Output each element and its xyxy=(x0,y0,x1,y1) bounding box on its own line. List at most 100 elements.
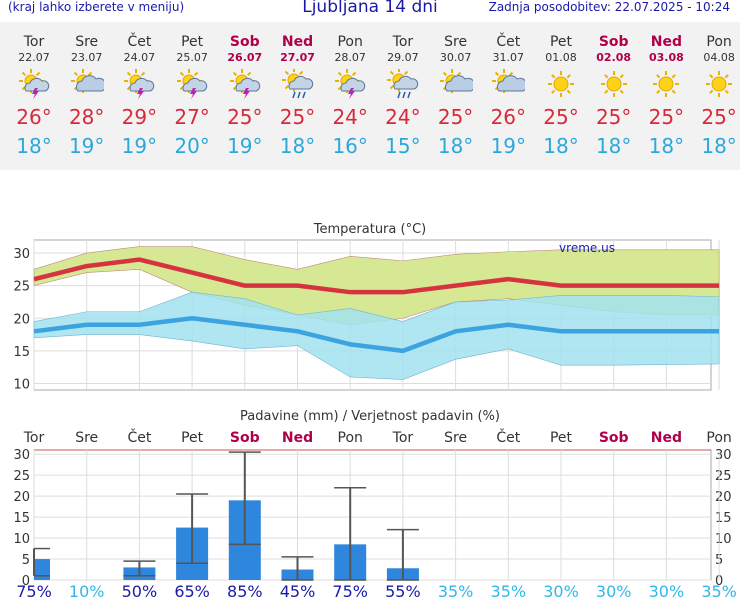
precipitation-probability-label: 45% xyxy=(280,582,316,600)
day-date: 02.08 xyxy=(596,51,632,64)
precipitation-probability-label: 30% xyxy=(649,582,685,600)
precipitation-y-tick-left: 15 xyxy=(13,511,30,526)
day-column: Tor 29.07 24° 15° xyxy=(377,22,429,158)
day-date: 29.07 xyxy=(387,51,419,64)
day-date: 27.07 xyxy=(280,51,315,64)
precipitation-day-label: Tor xyxy=(23,430,45,446)
precipitation-day-label: Sob xyxy=(599,430,629,446)
precipitation-day-label: Ned xyxy=(651,430,682,446)
day-name: Pon xyxy=(337,34,363,50)
day-column: Sob 02.08 25° 18° xyxy=(588,22,640,158)
sun-cloud-icon xyxy=(439,69,475,99)
day-column: Ned 27.07 25° 18° xyxy=(272,22,324,158)
precipitation-probability-label: 30% xyxy=(543,582,579,600)
precipitation-day-label: Sre xyxy=(444,430,467,446)
precipitation-probability-label: 35% xyxy=(438,582,474,600)
sun-icon xyxy=(702,69,736,99)
day-column: Ned 03.08 25° 18° xyxy=(640,22,692,158)
min-temperature: 18° xyxy=(595,134,632,158)
precipitation-probability-label: 85% xyxy=(227,582,263,600)
sun-cloud-icon xyxy=(491,69,528,99)
min-temperature: 18° xyxy=(16,134,52,158)
min-temperature: 15° xyxy=(385,134,421,158)
max-temperature: 25° xyxy=(595,105,632,129)
day-name: Pon xyxy=(706,34,732,50)
sun-cloud-lightning-icon xyxy=(122,69,156,99)
day-name: Pet xyxy=(181,34,204,50)
temperature-y-tick: 10 xyxy=(13,377,30,392)
temperature-y-tick: 30 xyxy=(13,247,30,262)
temperature-y-tick: 20 xyxy=(13,312,30,327)
day-date: 30.07 xyxy=(439,51,472,64)
precipitation-bar xyxy=(34,559,50,580)
sun-icon xyxy=(649,69,683,99)
min-temperature: 18° xyxy=(543,134,579,158)
precipitation-y-tick-left: 25 xyxy=(13,469,30,484)
precipitation-y-tick-left: 20 xyxy=(13,490,30,505)
last-updated: Zadnja posodobitev: 22.07.2025 - 10:24 xyxy=(488,0,730,14)
forecast-charts: Temperatura (°C) 10 15 20 25 30 vreme.us Padavi… xyxy=(13,222,737,600)
max-temperature: 27° xyxy=(174,105,210,129)
max-temperature: 29° xyxy=(121,105,158,129)
precipitation-day-label: Ned xyxy=(282,430,313,446)
precipitation-day-label: Pon xyxy=(706,430,731,446)
max-temperature: 24° xyxy=(385,105,421,129)
temperature-chart-title: Temperatura (°C) xyxy=(313,222,426,237)
page-title: Ljubljana 14 dni xyxy=(302,0,438,17)
day-name: Čet xyxy=(127,34,152,50)
day-name: Sre xyxy=(444,34,468,50)
day-column: Čet 31.07 26° 19° xyxy=(482,22,534,158)
max-temperature: 26° xyxy=(490,105,527,129)
day-name: Tor xyxy=(23,34,45,50)
day-column: Sre 30.07 25° 18° xyxy=(430,22,482,158)
precipitation-day-label: Pet xyxy=(181,430,204,446)
day-column: Pet 01.08 25° 18° xyxy=(535,22,587,158)
sun-cloud-rain-icon xyxy=(386,68,420,99)
min-temperature: 18° xyxy=(279,134,316,158)
sun-cloud-lightning-icon xyxy=(333,69,367,99)
sun-cloud-rain-icon xyxy=(281,68,315,99)
day-column: Pet 25.07 27° 20° xyxy=(166,22,218,158)
precipitation-probability-label: 75% xyxy=(332,582,368,600)
min-temperature: 19° xyxy=(227,134,263,158)
precipitation-y-tick-right: 10 xyxy=(715,532,732,547)
max-temperature: 26° xyxy=(16,105,52,129)
day-name: Čet xyxy=(496,34,521,50)
sun-cloud-lightning-icon xyxy=(228,69,262,99)
min-temperature: 16° xyxy=(332,134,368,158)
day-date: 23.07 xyxy=(70,51,103,64)
min-temperature: 18° xyxy=(701,134,737,158)
sun-cloud-icon xyxy=(70,69,106,99)
precipitation-y-tick-left: 5 xyxy=(22,553,30,568)
precipitation-y-tick-right: 30 xyxy=(715,448,732,463)
day-date: 25.07 xyxy=(176,51,208,64)
min-temperature: 19° xyxy=(68,134,105,158)
precipitation-day-label: Pon xyxy=(338,430,363,446)
precipitation-day-label: Čet xyxy=(127,428,151,446)
day-column: Pon 28.07 24° 16° xyxy=(324,22,376,158)
day-name: Sre xyxy=(75,34,99,50)
day-name: Sob xyxy=(229,34,260,50)
day-column: Sob 26.07 25° 19° xyxy=(219,22,271,158)
precipitation-probability-label: 55% xyxy=(385,582,421,600)
watermark: vreme.us xyxy=(559,241,615,255)
min-temperature-line xyxy=(33,316,720,354)
precipitation-probability-label: 35% xyxy=(491,582,527,600)
precipitation-probability-label: 30% xyxy=(596,582,632,600)
day-column: Čet 24.07 29° 19° xyxy=(113,22,165,158)
min-temperature: 19° xyxy=(490,134,527,158)
max-temperature: 25° xyxy=(227,105,263,129)
day-name: Pet xyxy=(549,34,573,50)
day-date: 31.07 xyxy=(492,51,525,64)
max-temperature: 28° xyxy=(68,105,105,129)
precipitation-y-tick-right: 15 xyxy=(715,511,732,526)
day-date: 26.07 xyxy=(227,51,263,64)
precipitation-day-label: Pet xyxy=(550,430,573,446)
min-temperature-range-band xyxy=(33,291,720,380)
sun-cloud-lightning-icon xyxy=(17,69,51,99)
precipitation-day-label: Tor xyxy=(392,430,414,446)
precipitation-probability-label: 35% xyxy=(701,582,737,600)
min-temperature: 20° xyxy=(174,134,210,158)
precipitation-y-tick-left: 10 xyxy=(13,532,30,547)
precipitation-chart-title: Padavine (mm) / Verjetnost padavin (%) xyxy=(240,409,500,424)
